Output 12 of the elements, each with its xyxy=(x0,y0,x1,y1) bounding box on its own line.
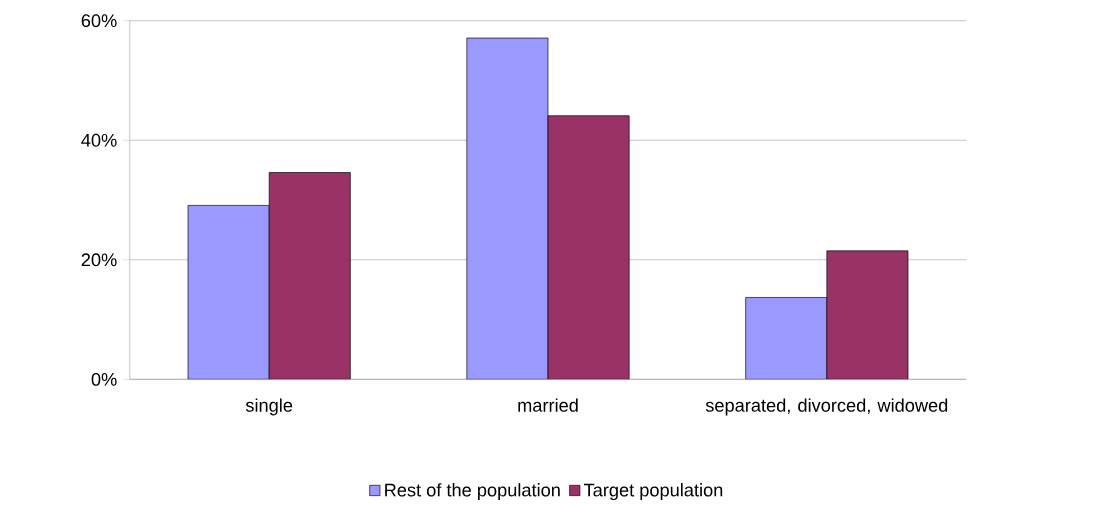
y-tick-label: 60% xyxy=(81,14,117,27)
bar xyxy=(187,204,270,380)
legend-label: Rest of the population xyxy=(385,482,560,500)
y-tick-label: 20% xyxy=(81,253,117,267)
y-tick-label: 40% xyxy=(81,133,117,147)
x-tick-label: single xyxy=(245,398,293,416)
y-tick-label: 0% xyxy=(91,372,117,386)
bar xyxy=(466,37,549,380)
x-tick-label: separated, divorced, widowed xyxy=(705,398,948,416)
bar xyxy=(745,296,828,380)
x-tick-label: married xyxy=(518,398,578,412)
legend-label: Target population xyxy=(583,482,723,500)
